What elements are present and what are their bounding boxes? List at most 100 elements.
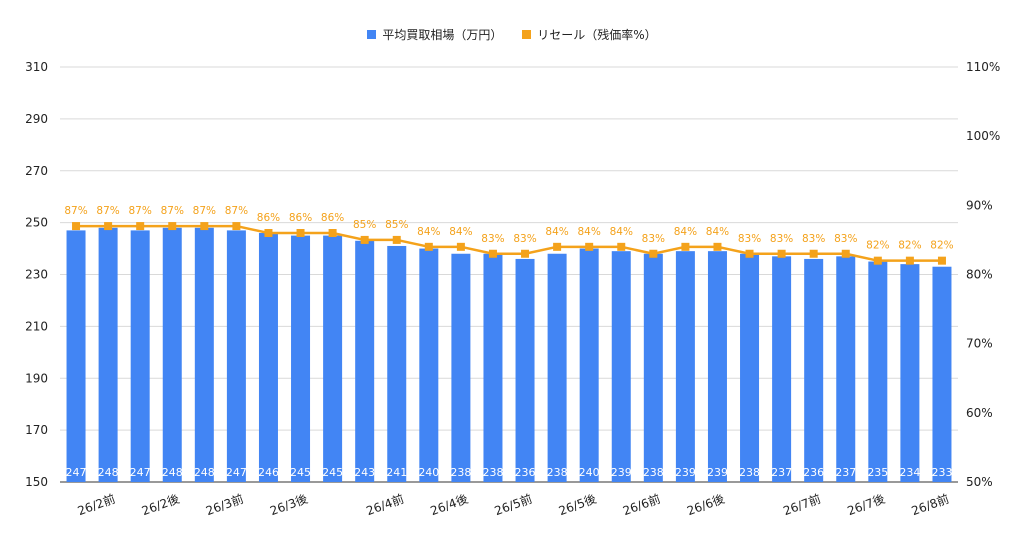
line-marker: [200, 222, 209, 231]
bar-value-label: 247: [66, 466, 87, 479]
line-value-label: 87%: [129, 205, 152, 217]
bar: [740, 253, 760, 482]
y-left-tick-label: 270: [25, 164, 48, 178]
x-tick-label: 26/5後: [557, 492, 598, 518]
line-value-label: 84%: [545, 226, 568, 238]
line-marker: [745, 249, 754, 258]
line-marker: [296, 229, 305, 237]
line-marker: [841, 249, 850, 258]
line-marker: [713, 242, 722, 251]
bar: [162, 227, 182, 482]
legend-item-line: リセール（残価率%）: [522, 26, 657, 43]
bar-value-label: 235: [867, 466, 888, 479]
y-left-tick-label: 170: [25, 423, 48, 437]
line-marker: [873, 256, 882, 265]
bar-value-label: 243: [354, 466, 375, 479]
line-marker: [937, 256, 946, 265]
bar-value-label: 238: [643, 466, 664, 479]
bar: [66, 230, 86, 482]
x-tick-label: 26/4前: [364, 491, 406, 518]
line-value-label: 85%: [353, 219, 376, 231]
bar: [291, 235, 311, 482]
bar-value-label: 238: [739, 466, 760, 479]
y-left-tick-label: 230: [25, 268, 48, 282]
line-marker: [681, 242, 690, 251]
x-tick-label: 26/2後: [140, 492, 181, 518]
line-value-label: 82%: [930, 240, 953, 252]
x-tick-label: 26/8前: [909, 491, 951, 518]
bar: [900, 264, 920, 482]
line-marker: [136, 222, 145, 231]
y-left-tick-label: 290: [25, 112, 48, 126]
bar: [836, 256, 856, 482]
y-left-tick-label: 310: [25, 60, 48, 74]
line-marker: [649, 249, 658, 258]
line-marker: [553, 242, 562, 251]
line-value-label: 86%: [321, 212, 344, 224]
chart-legend: 平均買取相場（万円） リセール（残価率%）: [0, 26, 1024, 43]
y-left-tick-label: 150: [25, 475, 48, 489]
line-value-label: 84%: [674, 226, 697, 238]
bar: [226, 230, 246, 482]
legend-swatch-line: [522, 30, 532, 39]
line-value-label: 83%: [481, 233, 504, 245]
line-value-label: 84%: [417, 226, 440, 238]
bar: [932, 266, 952, 482]
line-marker: [72, 222, 81, 231]
bar-value-label: 234: [899, 466, 920, 479]
line-marker: [232, 222, 241, 231]
line-value-label: 87%: [193, 205, 216, 217]
line-marker: [585, 242, 594, 251]
line-value-label: 87%: [64, 205, 87, 217]
line-marker: [360, 235, 369, 244]
line-value-label: 83%: [642, 233, 665, 245]
line-value-label: 84%: [578, 226, 601, 238]
bar: [483, 253, 503, 482]
line-marker: [424, 242, 433, 251]
line-value-label: 87%: [161, 205, 184, 217]
legend-label-bars: 平均買取相場（万円）: [382, 28, 503, 42]
y-right-tick-label: 60%: [966, 406, 993, 420]
line-value-label: 86%: [289, 212, 312, 224]
bar: [707, 251, 727, 482]
bar-value-label: 248: [98, 466, 119, 479]
bar-value-label: 245: [290, 466, 311, 479]
bar-value-label: 237: [835, 466, 856, 479]
bar: [868, 261, 888, 482]
bar: [547, 253, 567, 482]
bar-value-label: 238: [547, 466, 568, 479]
x-tick-label: 26/3後: [268, 492, 309, 518]
bar-value-label: 236: [803, 466, 824, 479]
bar-value-label: 239: [707, 466, 728, 479]
bar-value-label: 240: [579, 466, 600, 479]
line-marker: [809, 249, 818, 258]
y-left-tick-label: 250: [25, 216, 48, 230]
line-value-label: 85%: [385, 219, 408, 231]
line-marker: [392, 235, 401, 244]
bar: [355, 240, 375, 482]
bar-value-label: 246: [258, 466, 279, 479]
bar-value-label: 239: [675, 466, 696, 479]
bar-value-label: 239: [611, 466, 632, 479]
line-marker: [168, 222, 177, 231]
y-right-tick-label: 70%: [966, 337, 993, 351]
y-right-tick-label: 90%: [966, 198, 993, 212]
bar-value-label: 245: [322, 466, 343, 479]
bar: [579, 248, 599, 482]
x-tick-label: 26/4後: [429, 492, 470, 518]
legend-item-bars: 平均買取相場（万円）: [367, 26, 502, 43]
line-value-label: 86%: [257, 212, 280, 224]
legend-swatch-bars: [367, 30, 377, 39]
x-tick-label: 26/6前: [621, 491, 663, 518]
line-marker: [488, 249, 497, 258]
bar-value-label: 238: [482, 466, 503, 479]
x-tick-label: 26/6後: [685, 492, 726, 518]
resale-line: [76, 224, 942, 262]
line-value-label: 84%: [449, 226, 472, 238]
bar: [643, 253, 663, 482]
x-tick-label: 26/2前: [75, 491, 117, 518]
y-left-tick-label: 190: [25, 371, 48, 385]
bar: [515, 258, 535, 482]
y-right-tick-label: 80%: [966, 268, 993, 282]
